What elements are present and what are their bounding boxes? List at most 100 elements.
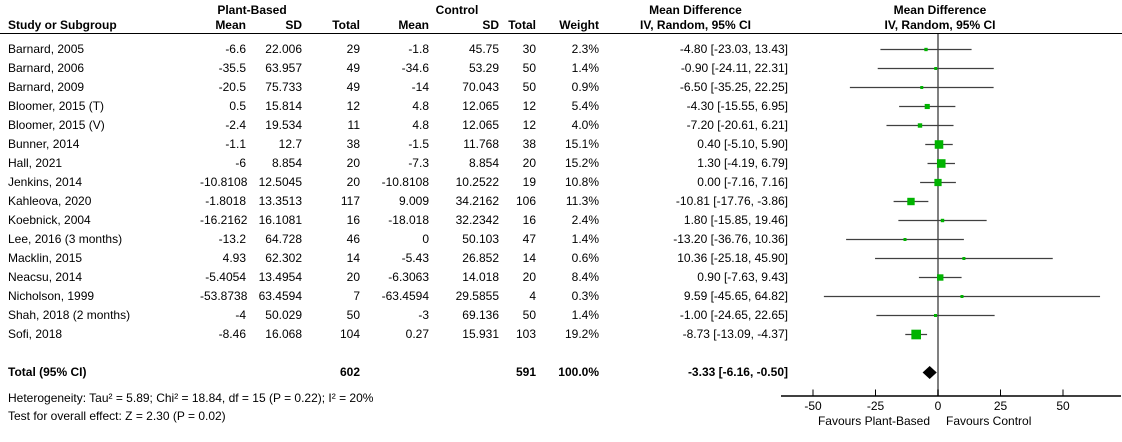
treatment-mean: -4: [235, 308, 246, 322]
col-header-weight: Weight: [559, 18, 599, 32]
control-total: 20: [522, 156, 536, 170]
total-treatment-n: 602: [339, 365, 360, 379]
treatment-sd: 63.957: [265, 61, 302, 75]
study-row: Sofi, 2018 -8.46 16.068 104 0.27 15.931 103 19.…: [0, 325, 790, 344]
md-ci-text: 9.59 [-45.65, 64.82]: [683, 289, 788, 303]
total-ci-text: -3.33 [-6.16, -0.50]: [687, 365, 788, 379]
treatment-total: 38: [346, 137, 360, 151]
treatment-sd: 16.1081: [258, 213, 302, 227]
study-name: Barnard, 2006: [8, 61, 85, 75]
treatment-sd: 62.302: [265, 251, 302, 265]
study-row: Jenkins, 2014 -10.8108 12.5045 20 -10.8108 10…: [0, 173, 790, 192]
effect-marker: [962, 257, 966, 260]
study-name: Barnard, 2005: [8, 42, 85, 56]
weight-value: 4.0%: [571, 118, 599, 132]
weight-value: 1.4%: [571, 232, 599, 246]
control-total: 106: [515, 194, 536, 208]
md-ci-text: 1.30 [-4.19, 6.79]: [697, 156, 788, 170]
favours-left-label: Favours Plant-Based: [818, 414, 930, 428]
treatment-total: 16: [346, 213, 360, 227]
treatment-mean: -6: [235, 156, 246, 170]
total-weight: 100.0%: [558, 365, 599, 379]
study-name: Shah, 2018 (2 months): [8, 308, 131, 322]
treatment-mean: -10.8108: [200, 175, 248, 189]
control-total: 12: [522, 118, 536, 132]
treatment-total: 49: [346, 80, 360, 94]
study-name: Bloomer, 2015 (T): [8, 99, 105, 113]
treatment-sd: 8.854: [271, 156, 302, 170]
control-total: 4: [529, 289, 536, 303]
control-sd: 14.018: [462, 270, 499, 284]
treatment-sd: 75.733: [265, 80, 302, 94]
summary-diamond: [922, 366, 937, 379]
col-header-study: Study or Subgroup: [8, 18, 117, 32]
weight-value: 8.4%: [571, 270, 599, 284]
col-header-iv-text: IV, Random, 95% CI: [640, 18, 751, 32]
control-mean: -1.5: [408, 137, 429, 151]
md-ci-text: 0.90 [-7.63, 9.43]: [697, 270, 788, 284]
group-header-md-text: Mean Difference: [649, 3, 742, 17]
treatment-total: 117: [340, 194, 360, 208]
treatment-sd: 13.3513: [258, 194, 302, 208]
treatment-total: 49: [346, 61, 360, 75]
control-mean: -10.8108: [381, 175, 429, 189]
tick-label: 25: [994, 399, 1008, 413]
control-sd: 12.065: [462, 118, 499, 132]
treatment-sd: 12.7: [278, 137, 302, 151]
control-total: 50: [522, 308, 536, 322]
weight-value: 0.3%: [571, 289, 599, 303]
col-header-control-mean: Mean: [398, 18, 429, 32]
control-sd: 26.852: [462, 251, 499, 265]
total-control-n: 591: [515, 365, 536, 379]
treatment-total: 104: [339, 327, 360, 341]
weight-value: 15.1%: [564, 137, 599, 151]
md-ci-text: 0.40 [-5.10, 5.90]: [697, 137, 788, 151]
study-row: Barnard, 2006 -35.5 63.957 49 -34.6 53.29 50 1.…: [0, 59, 790, 78]
control-sd: 8.854: [468, 156, 499, 170]
group-header-md-plot: Mean Difference: [893, 3, 987, 17]
control-mean: -7.3: [408, 156, 429, 170]
study-row: Barnard, 2009 -20.5 75.733 49 -14 70.043 50 0.9…: [0, 78, 790, 97]
tick-label: 0: [935, 399, 942, 413]
col-header-iv-plot: IV, Random, 95% CI: [884, 18, 996, 32]
col-header-treatment-mean: Mean: [215, 18, 246, 32]
treatment-sd: 12.5045: [258, 175, 302, 189]
treatment-total: 7: [353, 289, 360, 303]
control-sd: 12.065: [462, 99, 499, 113]
control-mean: 4.8: [412, 118, 429, 132]
study-row: Lee, 2016 (3 months) -13.2 64.728 46 0 50.103…: [0, 230, 790, 249]
effect-marker: [934, 140, 944, 149]
treatment-mean: -8.46: [218, 327, 246, 341]
control-sd: 32.2342: [455, 213, 499, 227]
weight-value: 2.4%: [571, 213, 599, 227]
effect-marker: [917, 123, 923, 128]
md-ci-text: -1.00 [-24.65, 22.65]: [679, 308, 788, 322]
control-total: 103: [515, 327, 536, 341]
control-total: 12: [522, 99, 536, 113]
control-sd: 53.29: [468, 61, 499, 75]
control-mean: -1.8: [408, 42, 429, 56]
effect-marker: [934, 67, 938, 70]
study-name: Macklin, 2015: [8, 251, 83, 265]
overall-effect-stats: Test for overall effect: Z = 2.30 (P = 0…: [8, 409, 226, 423]
study-name: Hall, 2021: [8, 156, 63, 170]
md-ci-text: 10.36 [-25.18, 45.90]: [677, 251, 788, 265]
control-sd: 69.136: [462, 308, 499, 322]
md-ci-text: -8.73 [-13.09, -4.37]: [682, 327, 788, 341]
treatment-mean: -53.8738: [200, 289, 248, 303]
control-sd: 29.5855: [455, 289, 499, 303]
treatment-mean: -1.1: [225, 137, 246, 151]
control-mean: 9.009: [398, 194, 429, 208]
control-total: 38: [522, 137, 536, 151]
tick-label: -50: [804, 399, 822, 413]
effect-marker: [960, 295, 964, 298]
control-mean: -6.3063: [388, 270, 429, 284]
treatment-sd: 64.728: [265, 232, 302, 246]
md-ci-text: -0.90 [-24.11, 22.31]: [680, 61, 788, 75]
md-ci-text: -13.20 [-36.76, 10.36]: [673, 232, 788, 246]
treatment-sd: 16.068: [265, 327, 302, 341]
study-row: Neacsu, 2014 -5.4054 13.4954 20 -6.3063 14.01…: [0, 268, 790, 287]
total-label: Total (95% CI): [8, 365, 87, 379]
study-row: Kahleova, 2020 -1.8018 13.3513 117 9.009 34.2…: [0, 192, 790, 211]
control-sd: 15.931: [462, 327, 499, 341]
